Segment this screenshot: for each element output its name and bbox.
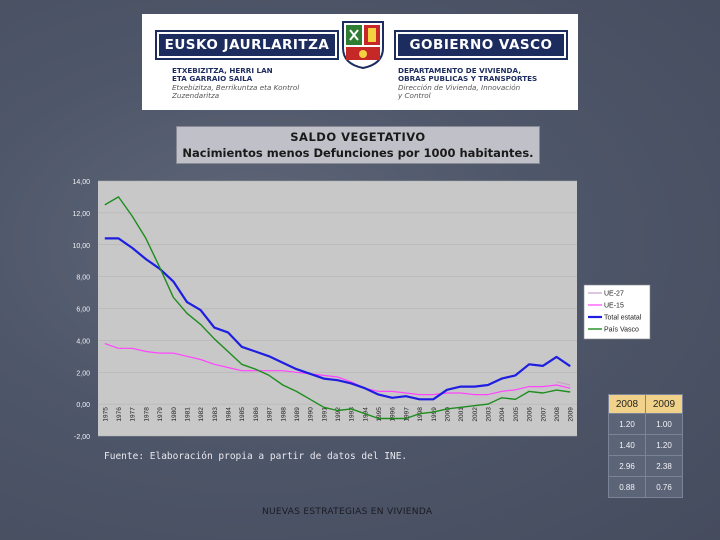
y-tick-label: 14,00: [72, 179, 90, 186]
brand-right-text: GOBIERNO VASCO: [398, 34, 564, 56]
table-cell: 1.20: [645, 434, 683, 456]
x-tick-label: 2004: [499, 407, 506, 422]
table-cell: 0.76: [645, 476, 683, 498]
x-tick-label: 1977: [130, 407, 137, 422]
table-row: 2.96 2.38: [608, 455, 683, 477]
x-tick-label: 1982: [198, 407, 205, 422]
dept-right-line-4: y Control: [398, 91, 431, 101]
chart-title-box: SALDO VEGETATIVO Nacimientos menos Defun…: [176, 126, 540, 164]
y-tick-label: 12,00: [72, 211, 90, 218]
x-tick-label: 2003: [486, 407, 493, 422]
series-line: [104, 343, 571, 396]
x-tick-label: 2005: [513, 407, 520, 422]
x-tick-label: 1975: [102, 407, 109, 422]
y-tick-label: -2,00: [74, 434, 90, 441]
x-tick-label: 1997: [403, 407, 410, 422]
table-cell: 2.38: [645, 455, 683, 477]
dept-left-line-3: Etxebizitza, Berrikuntza eta Kontrol: [172, 82, 300, 92]
y-tick-label: 8,00: [76, 275, 90, 282]
legend-label: País Vasco: [604, 327, 639, 334]
legend-label: UE-27: [604, 291, 624, 298]
footer-text: NUEVAS ESTRATEGIAS EN VIVIENDA: [262, 507, 433, 517]
table-cell: 1.20: [608, 413, 646, 435]
x-tick-label: 1988: [280, 407, 287, 422]
brand-left-box: EUSKO JAURLARITZA: [155, 30, 339, 60]
legend-box: [583, 284, 651, 340]
x-tick-label: 1976: [116, 407, 123, 422]
table-header-row: 2008 2009: [608, 394, 683, 414]
x-tick-label: 1995: [376, 407, 383, 422]
x-tick-label: 1986: [253, 407, 260, 422]
table-header-cell: 2009: [645, 394, 683, 414]
source-note: Fuente: Elaboración propia a partir de d…: [104, 451, 408, 462]
coat-of-arms-icon: [342, 21, 384, 70]
dept-right-line-2: OBRAS PUBLICAS Y TRANSPORTES: [398, 74, 538, 84]
x-tick-label: 1980: [171, 407, 178, 422]
x-tick-label: 1987: [267, 407, 274, 422]
x-tick-label: 1985: [239, 407, 246, 422]
y-tick-label: 2,00: [76, 370, 90, 377]
x-tick-label: 1992: [335, 407, 342, 422]
x-tick-label: 1990: [308, 407, 315, 422]
table-row: 0.88 0.76: [608, 476, 683, 498]
brand-right-box: GOBIERNO VASCO: [394, 30, 568, 60]
table-row: 1.20 1.00: [608, 413, 683, 435]
x-tick-label: 1979: [157, 407, 164, 422]
series-line: [104, 196, 571, 420]
y-tick-label: 4,00: [76, 338, 90, 345]
table-cell: 2.96: [608, 455, 646, 477]
table-cell: 0.88: [608, 476, 646, 498]
series-line: [104, 237, 571, 401]
x-tick-label: 1996: [390, 407, 397, 422]
dept-left-line-2: ETA GARRAIO SAILA: [172, 74, 253, 84]
table-header-cell: 2008: [608, 394, 646, 414]
department-right: DEPARTAMENTO DE VIVIENDA, OBRAS PUBLICAS…: [398, 66, 568, 101]
legend-label: UE-15: [604, 303, 624, 310]
y-tick-label: 6,00: [76, 307, 90, 314]
data-table: 2008 2009 1.20 1.00 1.40 1.20 2.96 2.38 …: [608, 394, 683, 498]
x-tick-label: 2001: [458, 407, 465, 422]
x-tick-label: 1991: [321, 407, 328, 422]
x-tick-label: 2007: [540, 407, 547, 422]
legend-label: Total estatal: [604, 315, 642, 322]
table-cell: 1.40: [608, 434, 646, 456]
table-row: 1.40 1.20: [608, 434, 683, 456]
dept-right-line-1: DEPARTAMENTO DE VIVIENDA,: [398, 66, 521, 75]
x-tick-label: 2000: [444, 407, 451, 422]
x-tick-label: 2002: [472, 407, 479, 422]
x-tick-label: 1999: [431, 407, 438, 422]
table-cell: 1.00: [645, 413, 683, 435]
x-tick-label: 1978: [143, 407, 150, 422]
x-tick-label: 2009: [568, 407, 575, 422]
x-tick-label: 2008: [554, 407, 561, 422]
x-tick-label: 1989: [294, 407, 301, 422]
x-tick-label: 1984: [226, 407, 233, 422]
x-tick-label: 1981: [184, 407, 191, 422]
y-tick-label: 10,00: [72, 243, 90, 250]
dept-left-line-4: Zuzendaritza: [172, 91, 220, 101]
dept-left-line-1: ETXEBIZITZA, HERRI LAN: [172, 66, 273, 75]
brand-left-text: EUSKO JAURLARITZA: [159, 34, 335, 56]
header-logo-panel: EUSKO JAURLARITZA GOBIERNO VASCO ETXEBIZ…: [142, 14, 578, 110]
chart-subtitle: Nacimientos menos Defunciones por 1000 h…: [182, 146, 534, 160]
x-tick-label: 1993: [349, 407, 356, 422]
series-line: [556, 381, 571, 386]
department-left: ETXEBIZITZA, HERRI LAN ETA GARRAIO SAILA…: [172, 66, 322, 101]
x-tick-label: 1983: [212, 407, 219, 422]
y-tick-label: 0,00: [76, 402, 90, 409]
x-tick-label: 2006: [527, 407, 534, 422]
chart-title: SALDO VEGETATIVO: [290, 130, 426, 144]
dept-right-line-3: Dirección de Vivienda, Innovación: [398, 82, 521, 92]
